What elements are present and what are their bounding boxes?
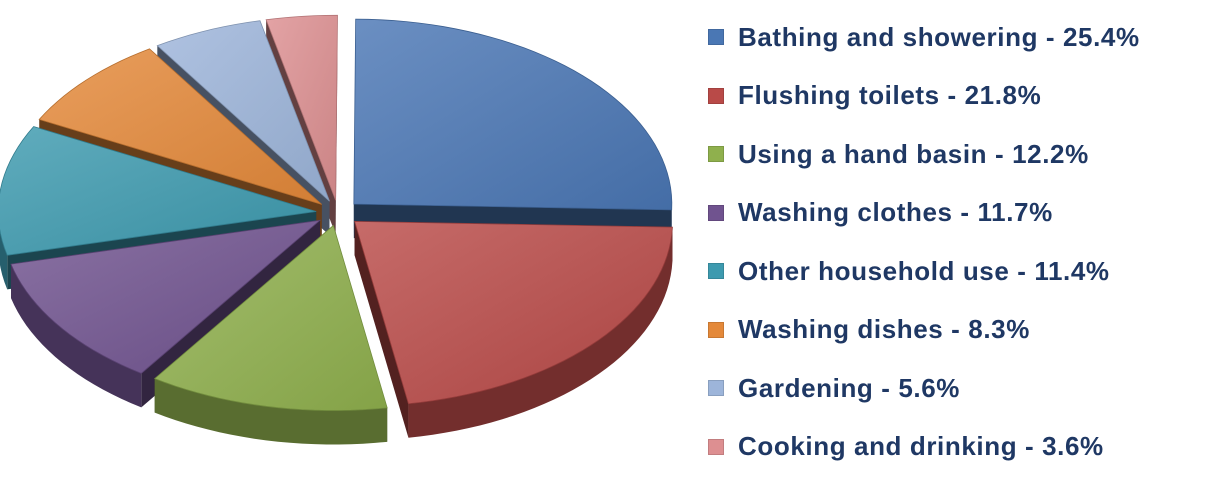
pie-slice xyxy=(353,18,673,244)
legend-swatch xyxy=(708,380,724,397)
slice-top xyxy=(354,220,673,405)
slice-top xyxy=(10,219,322,374)
legend-label: Washing clothes - 11.7% xyxy=(738,197,1053,228)
legend-swatch xyxy=(708,87,724,104)
legend-swatch xyxy=(708,438,724,455)
slice-top xyxy=(38,48,322,205)
slice-wall xyxy=(354,221,409,438)
legend-label: Other household use - 11.4% xyxy=(738,255,1110,286)
legend: Bathing and showering - 25.4% Flushing t… xyxy=(708,8,1204,476)
legend-item: Washing clothes - 11.7% xyxy=(708,184,1204,243)
legend-swatch xyxy=(708,321,724,338)
pie-slice xyxy=(153,224,388,445)
legend-label: Bathing and showering - 25.4% xyxy=(738,21,1140,52)
slice-top xyxy=(265,14,338,201)
legend-item: Bathing and showering - 25.4% xyxy=(708,8,1204,67)
slice-top xyxy=(153,224,388,411)
pie-slice xyxy=(354,220,673,438)
legend-item: Washing dishes - 8.3% xyxy=(708,301,1204,360)
legend-label: Cooking and drinking - 3.6% xyxy=(738,431,1104,462)
slice-top xyxy=(156,20,330,202)
legend-label: Washing dishes - 8.3% xyxy=(738,314,1030,345)
legend-swatch xyxy=(708,204,724,221)
legend-swatch xyxy=(708,29,724,46)
slice-rim xyxy=(0,231,8,290)
legend-swatch xyxy=(708,263,724,280)
legend-label: Gardening - 5.6% xyxy=(738,372,960,403)
legend-label: Using a hand basin - 12.2% xyxy=(738,138,1089,169)
slice-top xyxy=(0,126,317,256)
slice-rim xyxy=(154,378,388,445)
legend-label: Flushing toilets - 21.8% xyxy=(738,80,1042,111)
legend-item: Other household use - 11.4% xyxy=(708,242,1204,301)
pie-plot xyxy=(0,14,673,445)
legend-item: Cooking and drinking - 3.6% xyxy=(708,418,1204,477)
legend-item: Flushing toilets - 21.8% xyxy=(708,67,1204,126)
legend-swatch xyxy=(708,146,724,163)
slice-rim xyxy=(10,264,142,408)
slice-top xyxy=(353,18,673,211)
slice-rim xyxy=(408,227,673,438)
legend-item: Gardening - 5.6% xyxy=(708,359,1204,418)
legend-item: Using a hand basin - 12.2% xyxy=(708,125,1204,184)
